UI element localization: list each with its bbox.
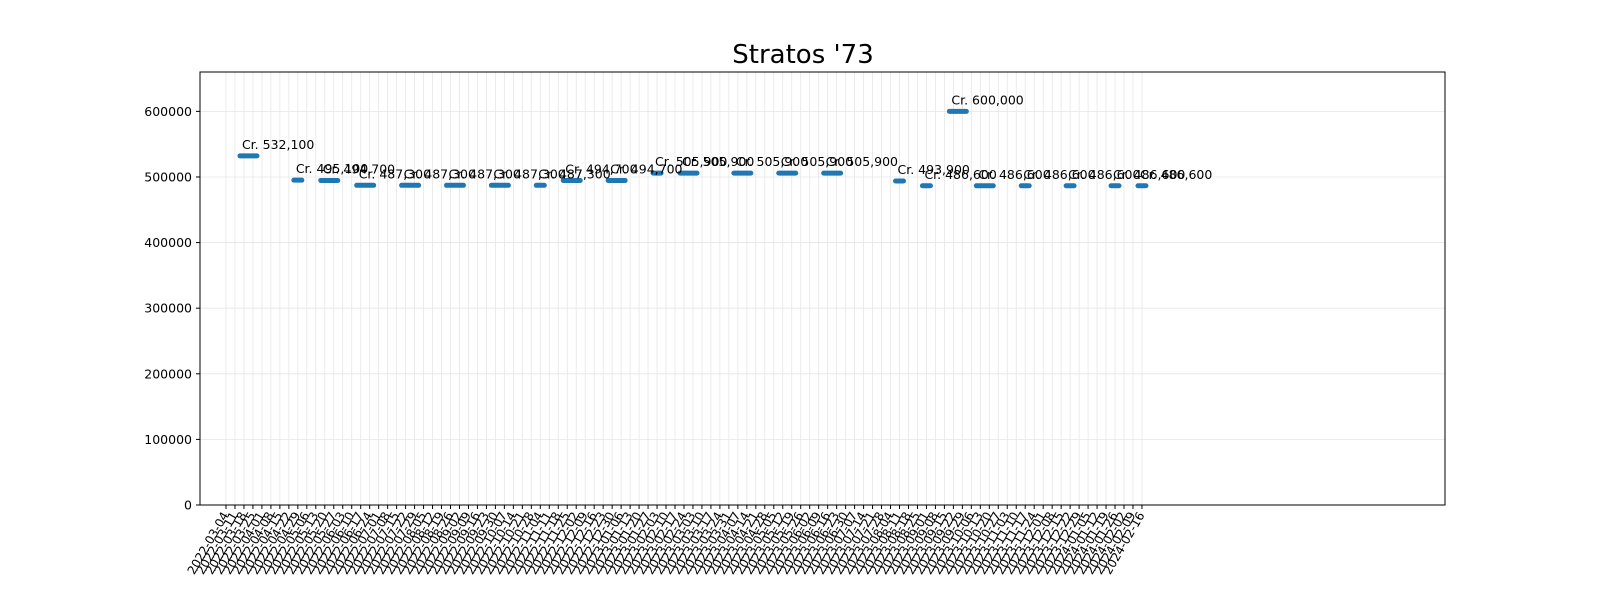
y-tick-label: 600000 xyxy=(144,104,192,119)
y-tick-label: 400000 xyxy=(144,235,192,250)
price-annotation: Cr. 487,300 xyxy=(449,166,521,181)
plot-frame xyxy=(199,71,1446,506)
y-tick-label: 0 xyxy=(184,498,192,513)
price-annotation: Cr. 505,900 xyxy=(682,154,754,169)
price-annotation: Cr. 486,600 xyxy=(924,167,996,182)
price-annotation: Cr. 486,600 xyxy=(1113,167,1185,182)
price-annotation: Cr. 487,300 xyxy=(493,166,565,181)
price-annotation: Cr. 486,600 xyxy=(1140,167,1212,182)
price-annotation: Cr. 494,700 xyxy=(610,161,682,176)
price-annotation: Cr. 505,900 xyxy=(736,154,808,169)
y-tick-label: 500000 xyxy=(144,169,192,184)
price-annotation: Cr. 486,600 xyxy=(1023,167,1095,182)
price-annotation: Cr. 505,900 xyxy=(781,154,853,169)
price-annotation: Cr. 487,300 xyxy=(538,166,610,181)
price-annotation: Cr. 495,100 xyxy=(296,161,368,176)
y-tick-label: 300000 xyxy=(144,301,192,316)
grid xyxy=(200,72,1445,506)
x-axis: 2022-03-042022-03-112022-03-182022-03-25… xyxy=(185,505,1148,577)
price-annotation: Cr. 486,600 xyxy=(978,167,1050,182)
chart-title: Stratos '73 xyxy=(732,40,873,70)
price-annotation: Cr. 494,700 xyxy=(323,161,395,176)
price-annotation: Cr. 486,600 xyxy=(1068,167,1140,182)
price-annotation: Cr. 487,300 xyxy=(404,166,476,181)
y-axis: 0 100000 200000 300000 400000 500000 600000 xyxy=(144,104,200,513)
price-annotation: Cr. 505,900 xyxy=(826,154,898,169)
price-annotation: Cr. 600,000 xyxy=(951,92,1023,107)
y-tick-label: 200000 xyxy=(144,366,192,381)
price-annotation: Cr. 494,700 xyxy=(565,161,637,176)
price-annotation: Cr. 505,900 xyxy=(655,154,727,169)
data-marks xyxy=(237,108,1149,189)
price-annotation: Cr. 532,100 xyxy=(242,137,314,152)
y-tick-label: 100000 xyxy=(144,432,192,447)
price-annotation: Cr. 487,300 xyxy=(359,166,431,181)
price-annotation: Cr. 493,900 xyxy=(898,162,970,177)
